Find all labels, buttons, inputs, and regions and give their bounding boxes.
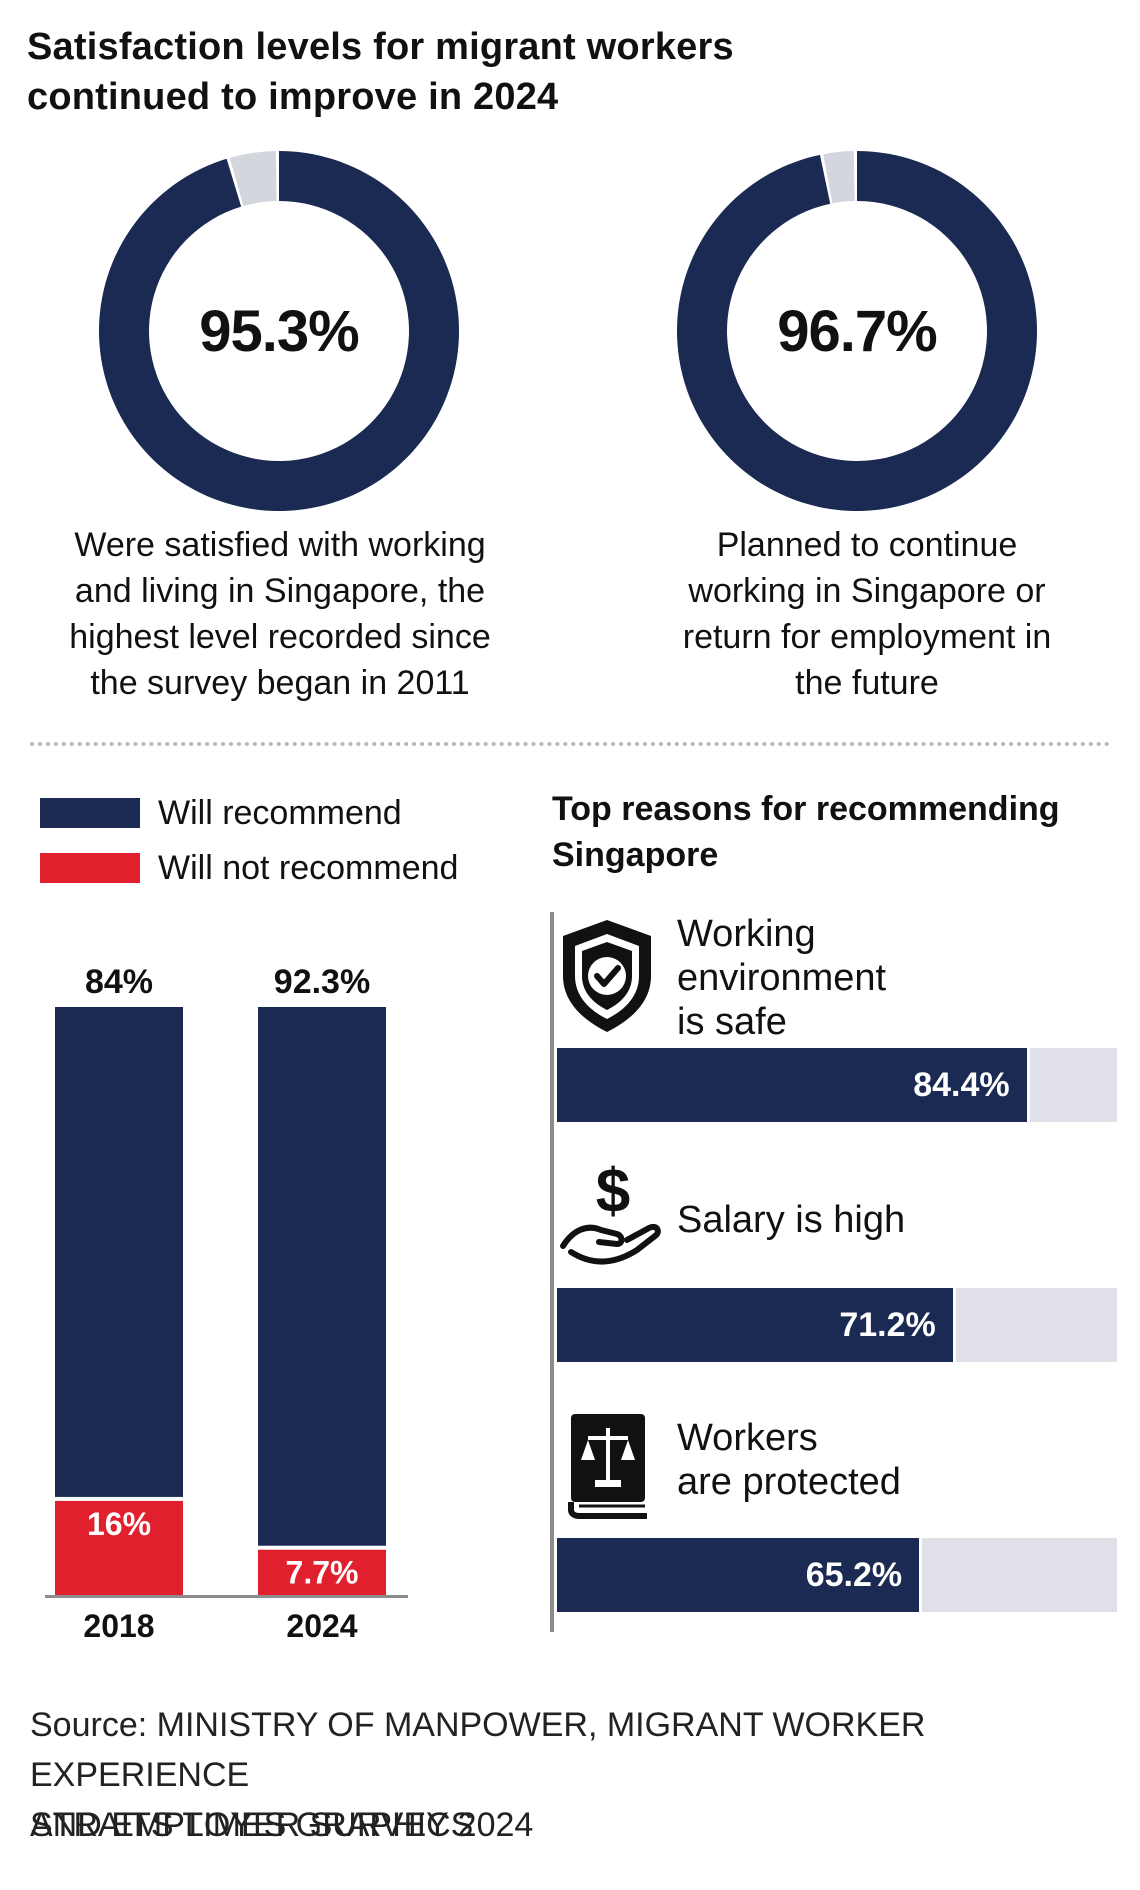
reasons-heading-line: Singapore — [552, 836, 719, 874]
reason-label-line: Salary is high — [677, 1199, 906, 1241]
reason-bar — [557, 1048, 1030, 1122]
legend-label: Will not recommend — [158, 848, 459, 887]
reason-label-line: is safe — [677, 1001, 787, 1043]
legend-label: Will recommend — [158, 793, 402, 832]
reason-label: Workers are protected — [677, 1416, 901, 1504]
reason-bar-value: 84.4% — [913, 1066, 1010, 1104]
source-note: Source: MINISTRY OF MANPOWER, MIGRANT WO… — [30, 1700, 1120, 1850]
donut-continue: 96.7% — [674, 148, 1040, 514]
caption-line: working in Singapore or — [688, 572, 1046, 610]
source-line: Source: MINISTRY OF MANPOWER, MIGRANT WO… — [30, 1706, 926, 1794]
caption-line: the survey began in 2011 — [90, 664, 470, 702]
chart-title: Satisfaction levels for migrant workers … — [27, 22, 1027, 122]
reason-bar-track: 71.2% — [557, 1288, 1117, 1362]
donut-continue-value: 96.7% — [777, 298, 937, 364]
reason-bar-value: 71.2% — [839, 1306, 936, 1344]
title-line-2: continued to improve in 2024 — [27, 76, 559, 118]
donut-remainder-slice — [823, 151, 855, 204]
caption-line: Were satisfied with working — [74, 526, 486, 564]
reason-label-line: Working — [677, 913, 816, 955]
bar-will-not-recommend — [55, 1500, 183, 1595]
reason-label-line: Workers — [677, 1417, 818, 1459]
bar-value-label-not-recommend: 16% — [87, 1506, 151, 1542]
reason-label-line: environment — [677, 957, 887, 999]
caption-line: the future — [795, 664, 939, 702]
reason-bar — [557, 1288, 956, 1362]
svg-text:$: $ — [596, 1160, 630, 1226]
hand-dollar-icon: $ — [557, 1157, 667, 1286]
reason-label: Salary is high — [677, 1198, 905, 1242]
reason-label: Working environment is safe — [677, 912, 886, 1044]
caption-line: and living in Singapore, the — [74, 572, 486, 610]
shield-check-icon — [557, 914, 667, 1040]
reason-bar-value: 65.2% — [805, 1556, 903, 1594]
reason-bar-track: 84.4% — [557, 1048, 1117, 1122]
donut-satisfied-caption: Were satisfied with working and living i… — [30, 522, 530, 706]
reasons-heading: Top reasons for recommending Singapore — [552, 786, 1112, 878]
graphics-credit: STRAITS TIMES GRAPHICS — [30, 1806, 474, 1844]
bar-will-not-recommend — [258, 1549, 386, 1595]
legend-item-not-recommend: Will not recommend — [40, 846, 458, 890]
donut-satisfied-value: 95.3% — [199, 298, 359, 364]
legend-swatch-red — [40, 853, 140, 883]
law-book-icon — [557, 1410, 667, 1536]
source-line: AND EMPLOYER SURVEY 2024 — [30, 1806, 534, 1844]
donut-satisfied-svg — [98, 151, 460, 511]
bar-value-label-recommend: 84% — [85, 963, 153, 1001]
bar-value-label-recommend: 92.3% — [274, 963, 370, 1001]
donut-continue-svg — [677, 151, 1037, 512]
donut-continue-caption: Planned to continue working in Singapore… — [617, 522, 1117, 706]
x-tick-label: 2018 — [83, 1608, 154, 1644]
legend-swatch-navy — [40, 798, 140, 828]
reasons-axis-line — [550, 912, 554, 1632]
reason-label-line: are protected — [677, 1461, 901, 1503]
legend-item-recommend: Will recommend — [40, 791, 402, 835]
title-line-1: Satisfaction levels for migrant workers — [27, 26, 734, 68]
donut-satisfied: 95.3% — [96, 148, 462, 514]
bar-will-recommend — [258, 1007, 386, 1546]
x-tick-label: 2024 — [286, 1608, 357, 1644]
reason-bar — [557, 1538, 923, 1612]
bar-will-recommend — [55, 1007, 183, 1497]
caption-line: return for employment in — [682, 618, 1052, 656]
donut-remainder-slice — [229, 151, 277, 206]
reasons-heading-line: Top reasons for recommending — [552, 790, 1060, 828]
bar-value-label-not-recommend: 7.7% — [286, 1555, 359, 1591]
reason-bar-track: 65.2% — [557, 1538, 1117, 1612]
caption-line: highest level recorded since — [69, 618, 491, 656]
dotted-divider — [30, 742, 1110, 746]
caption-line: Planned to continue — [716, 526, 1018, 564]
recommend-stacked-bar-chart: 84% 16% 2018 92.3% 7.7% 2024 — [45, 963, 408, 1644]
